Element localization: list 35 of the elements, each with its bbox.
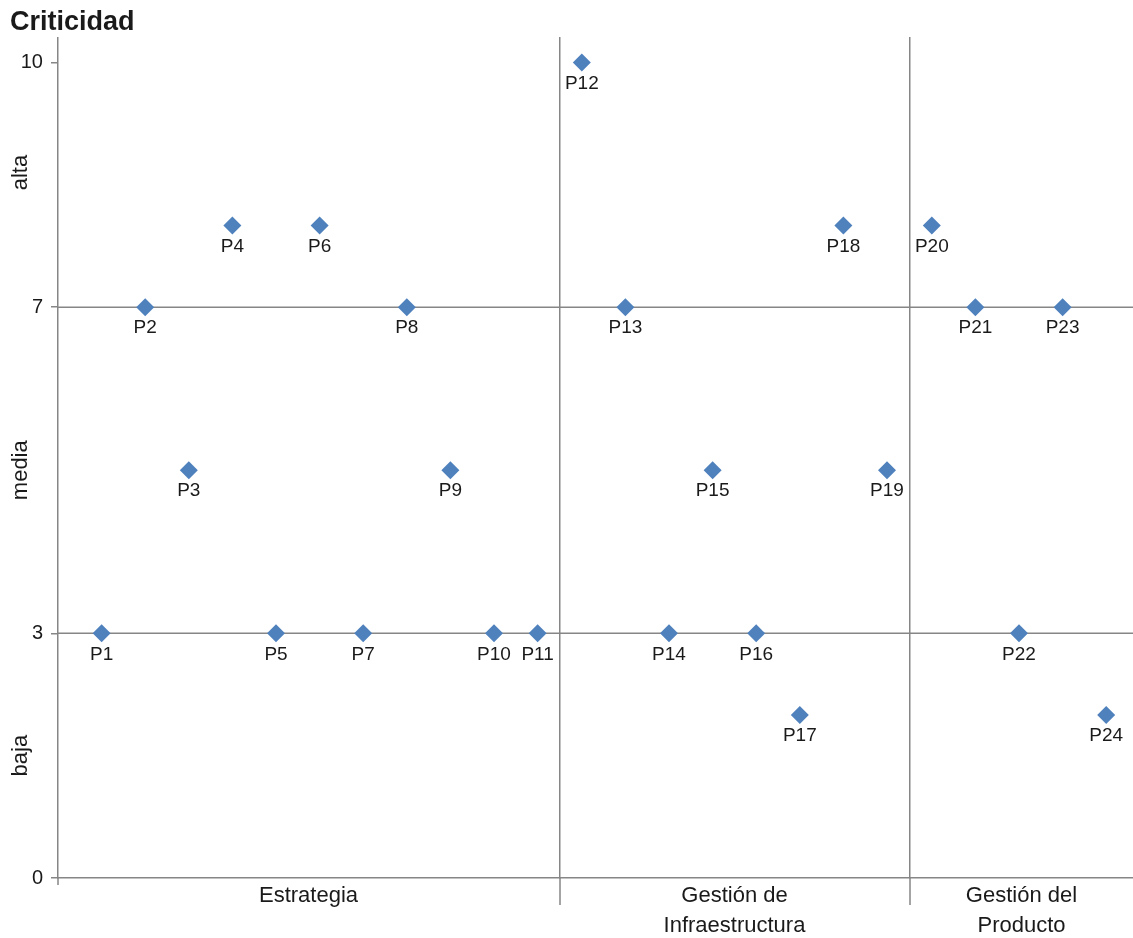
category-label: P12 xyxy=(564,71,599,93)
category-label: P23 xyxy=(1045,316,1080,338)
text: media xyxy=(7,439,33,501)
category-label: P22 xyxy=(1002,642,1036,664)
category-label: P14 xyxy=(652,642,686,664)
category-label: P16 xyxy=(739,642,774,664)
category-label: P15 xyxy=(695,479,730,501)
y-tick-label: 7 xyxy=(31,294,43,317)
category-label: P19 xyxy=(870,479,904,501)
category-label: P11 xyxy=(521,642,554,664)
y-tick-label: 0 xyxy=(31,865,43,888)
category-label: P17 xyxy=(782,724,817,746)
text: baja xyxy=(7,734,33,777)
y-axis-title: Criticidad xyxy=(10,6,135,36)
category-label: P9 xyxy=(438,479,463,501)
category-label: P5 xyxy=(264,642,288,664)
x-axis-title: Gestión del Producto xyxy=(965,882,1078,938)
category-label: P7 xyxy=(351,642,375,664)
category-label: P4 xyxy=(220,234,245,256)
category-label: P18 xyxy=(826,234,861,256)
y-tick-label: 3 xyxy=(31,620,43,643)
category-label: P8 xyxy=(395,316,419,338)
category-label: P3 xyxy=(177,479,201,501)
x-axis-title: Estrategia xyxy=(258,882,359,908)
category-label: P2 xyxy=(133,316,157,338)
category-label: P21 xyxy=(958,316,993,338)
category-label: P20 xyxy=(914,234,949,256)
category-label: P13 xyxy=(608,316,643,338)
y-tick-label: 10 xyxy=(20,49,43,72)
text: alta xyxy=(7,154,33,191)
category-label: P6 xyxy=(307,234,332,256)
category-label: P1 xyxy=(89,642,114,664)
x-axis-title: Gestión de Infraestructura xyxy=(663,882,807,938)
category-label: P10 xyxy=(477,642,511,664)
category-label: P24 xyxy=(1089,724,1124,746)
